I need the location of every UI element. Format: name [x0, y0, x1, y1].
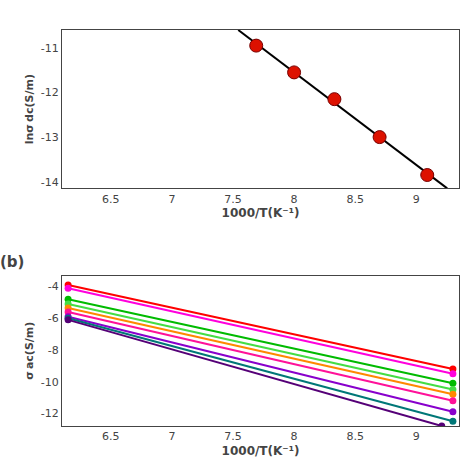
- svg-text:-4: -4: [48, 280, 59, 293]
- svg-text:8.5: 8.5: [346, 430, 364, 443]
- svg-text:8: 8: [291, 193, 298, 206]
- svg-text:7.5: 7.5: [224, 430, 242, 443]
- svg-text:σ ac(S/m): σ ac(S/m): [23, 322, 36, 380]
- svg-text:-10: -10: [41, 376, 59, 389]
- svg-text:-6: -6: [48, 312, 59, 325]
- svg-text:8.5: 8.5: [346, 193, 364, 206]
- svg-text:1000/T(K⁻¹): 1000/T(K⁻¹): [222, 206, 300, 220]
- svg-text:-14: -14: [41, 176, 59, 189]
- svg-text:1000/T(K⁻¹): 1000/T(K⁻¹): [222, 444, 300, 458]
- svg-text:6.5: 6.5: [102, 193, 120, 206]
- svg-text:7: 7: [168, 193, 175, 206]
- svg-text:lnσ dc(S/m): lnσ dc(S/m): [23, 74, 36, 144]
- svg-text:7.5: 7.5: [224, 193, 242, 206]
- svg-text:(b): (b): [0, 253, 24, 271]
- svg-text:-13: -13: [41, 131, 59, 144]
- svg-text:6.5: 6.5: [102, 430, 120, 443]
- svg-text:-11: -11: [41, 42, 59, 55]
- svg-text:-12: -12: [41, 86, 59, 99]
- svg-text:-8: -8: [48, 344, 59, 357]
- svg-text:8: 8: [291, 430, 298, 443]
- svg-text:9: 9: [413, 430, 420, 443]
- svg-text:9: 9: [413, 193, 420, 206]
- svg-text:-12: -12: [41, 407, 59, 420]
- svg-text:7: 7: [168, 430, 175, 443]
